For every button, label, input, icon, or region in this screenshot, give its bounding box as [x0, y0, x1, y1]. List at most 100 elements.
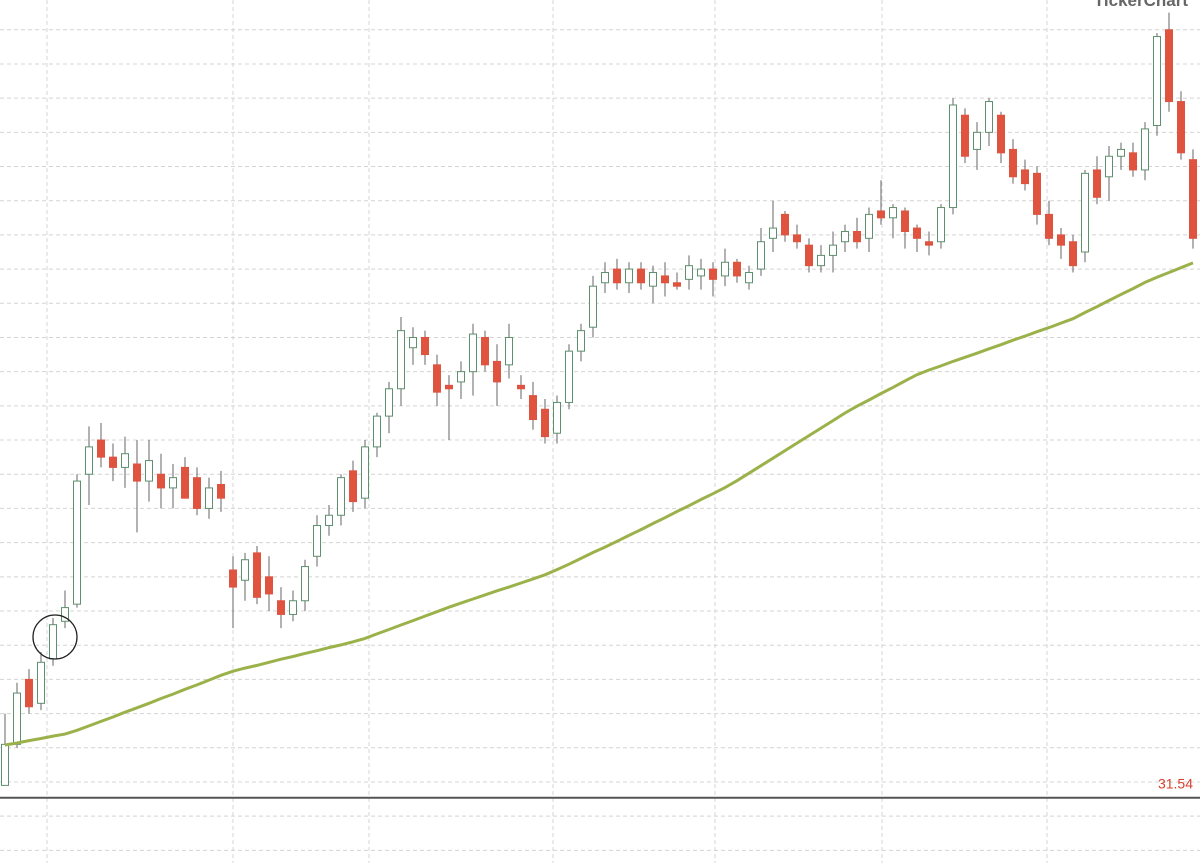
candle-body — [685, 265, 693, 280]
candle-body — [349, 470, 357, 503]
candle-body — [553, 401, 561, 434]
candle-body — [649, 272, 657, 287]
candle-body — [745, 272, 753, 284]
candle-body — [133, 463, 141, 482]
candle-body — [529, 395, 537, 421]
candle-body — [973, 131, 981, 150]
moving-average — [4, 261, 1194, 747]
candle-body — [721, 261, 729, 277]
candle-body — [589, 285, 597, 328]
candle-body — [61, 607, 69, 622]
candle-body — [637, 268, 645, 284]
candle-body — [253, 552, 261, 598]
candle-body — [601, 272, 609, 284]
price-label: 31.54 — [1158, 776, 1193, 792]
candle-body — [1069, 241, 1077, 267]
candle-body — [541, 408, 549, 438]
candle-body — [169, 477, 177, 489]
candle-body — [1153, 36, 1161, 126]
candle-body — [865, 213, 873, 239]
candle-body — [1177, 101, 1185, 154]
candle-body — [901, 210, 909, 232]
candle-body — [781, 213, 789, 236]
candle-body — [577, 330, 585, 352]
candle-body — [361, 446, 369, 499]
candle-body — [241, 559, 249, 581]
candle-body — [985, 101, 993, 133]
candle-body — [565, 350, 573, 403]
candle-body — [37, 661, 45, 704]
candle-body — [181, 466, 189, 499]
candle-body — [793, 234, 801, 243]
candle-body — [493, 360, 501, 383]
annotation-circle — [32, 614, 78, 660]
candle-body — [625, 268, 633, 284]
watermark: TickerChart — [1094, 0, 1189, 10]
candle-body — [277, 600, 285, 615]
candle-body — [337, 477, 345, 516]
candle-body — [397, 330, 405, 390]
candle-body — [505, 336, 513, 366]
candle-body — [697, 268, 705, 277]
candle-body — [877, 210, 885, 219]
candle-body — [1033, 172, 1041, 215]
candle-body — [961, 114, 969, 157]
candle-body — [97, 439, 105, 458]
vertical-grid — [46, 0, 1048, 863]
candle-body — [829, 244, 837, 256]
candle-body — [193, 477, 201, 509]
candle-body — [733, 261, 741, 277]
candle-body — [385, 388, 393, 417]
candle-body — [1021, 169, 1029, 185]
candle-body — [937, 207, 945, 243]
candle-body — [13, 692, 21, 745]
candle-body — [1009, 148, 1017, 178]
candle-body — [109, 456, 117, 468]
candle-body — [661, 275, 669, 284]
candle-body — [949, 104, 957, 209]
candle-body — [517, 384, 525, 390]
candle-body — [613, 268, 621, 284]
candle-body — [325, 514, 333, 527]
candle-body — [157, 473, 165, 489]
candle-body — [289, 600, 297, 615]
candle-body — [1045, 213, 1053, 239]
candle-body — [433, 364, 441, 393]
candle-body — [889, 207, 897, 219]
candle-body — [1105, 155, 1113, 178]
candle-body — [49, 624, 57, 660]
candle-body — [1093, 169, 1101, 198]
candle-body — [925, 241, 933, 246]
candle-body — [421, 336, 429, 356]
candle-body — [205, 487, 213, 509]
candle-body — [769, 227, 777, 239]
candle-body — [481, 336, 489, 366]
candle-body — [997, 114, 1005, 154]
candle-body — [121, 453, 129, 468]
candle-body — [673, 282, 681, 287]
candle-body — [1117, 148, 1125, 157]
candle-body — [1081, 172, 1089, 253]
candle-body — [913, 227, 921, 239]
candle-body — [301, 566, 309, 602]
candle-body — [229, 569, 237, 588]
candle-body — [373, 415, 381, 448]
candle-body — [265, 576, 273, 595]
candle-body — [85, 446, 93, 475]
candle-body — [757, 241, 765, 270]
candle-body — [1129, 152, 1137, 171]
candle-body — [1141, 128, 1149, 171]
candle-body — [25, 678, 33, 708]
candle-body — [1165, 29, 1173, 103]
candle-body — [709, 268, 717, 280]
candle-body — [841, 230, 849, 243]
candle-body — [409, 336, 417, 349]
candle-body — [1, 743, 9, 786]
candle-body — [313, 525, 321, 557]
candle-body — [817, 254, 825, 267]
candle-body — [145, 460, 153, 482]
candle-body — [469, 333, 477, 373]
candle-body — [217, 483, 225, 499]
